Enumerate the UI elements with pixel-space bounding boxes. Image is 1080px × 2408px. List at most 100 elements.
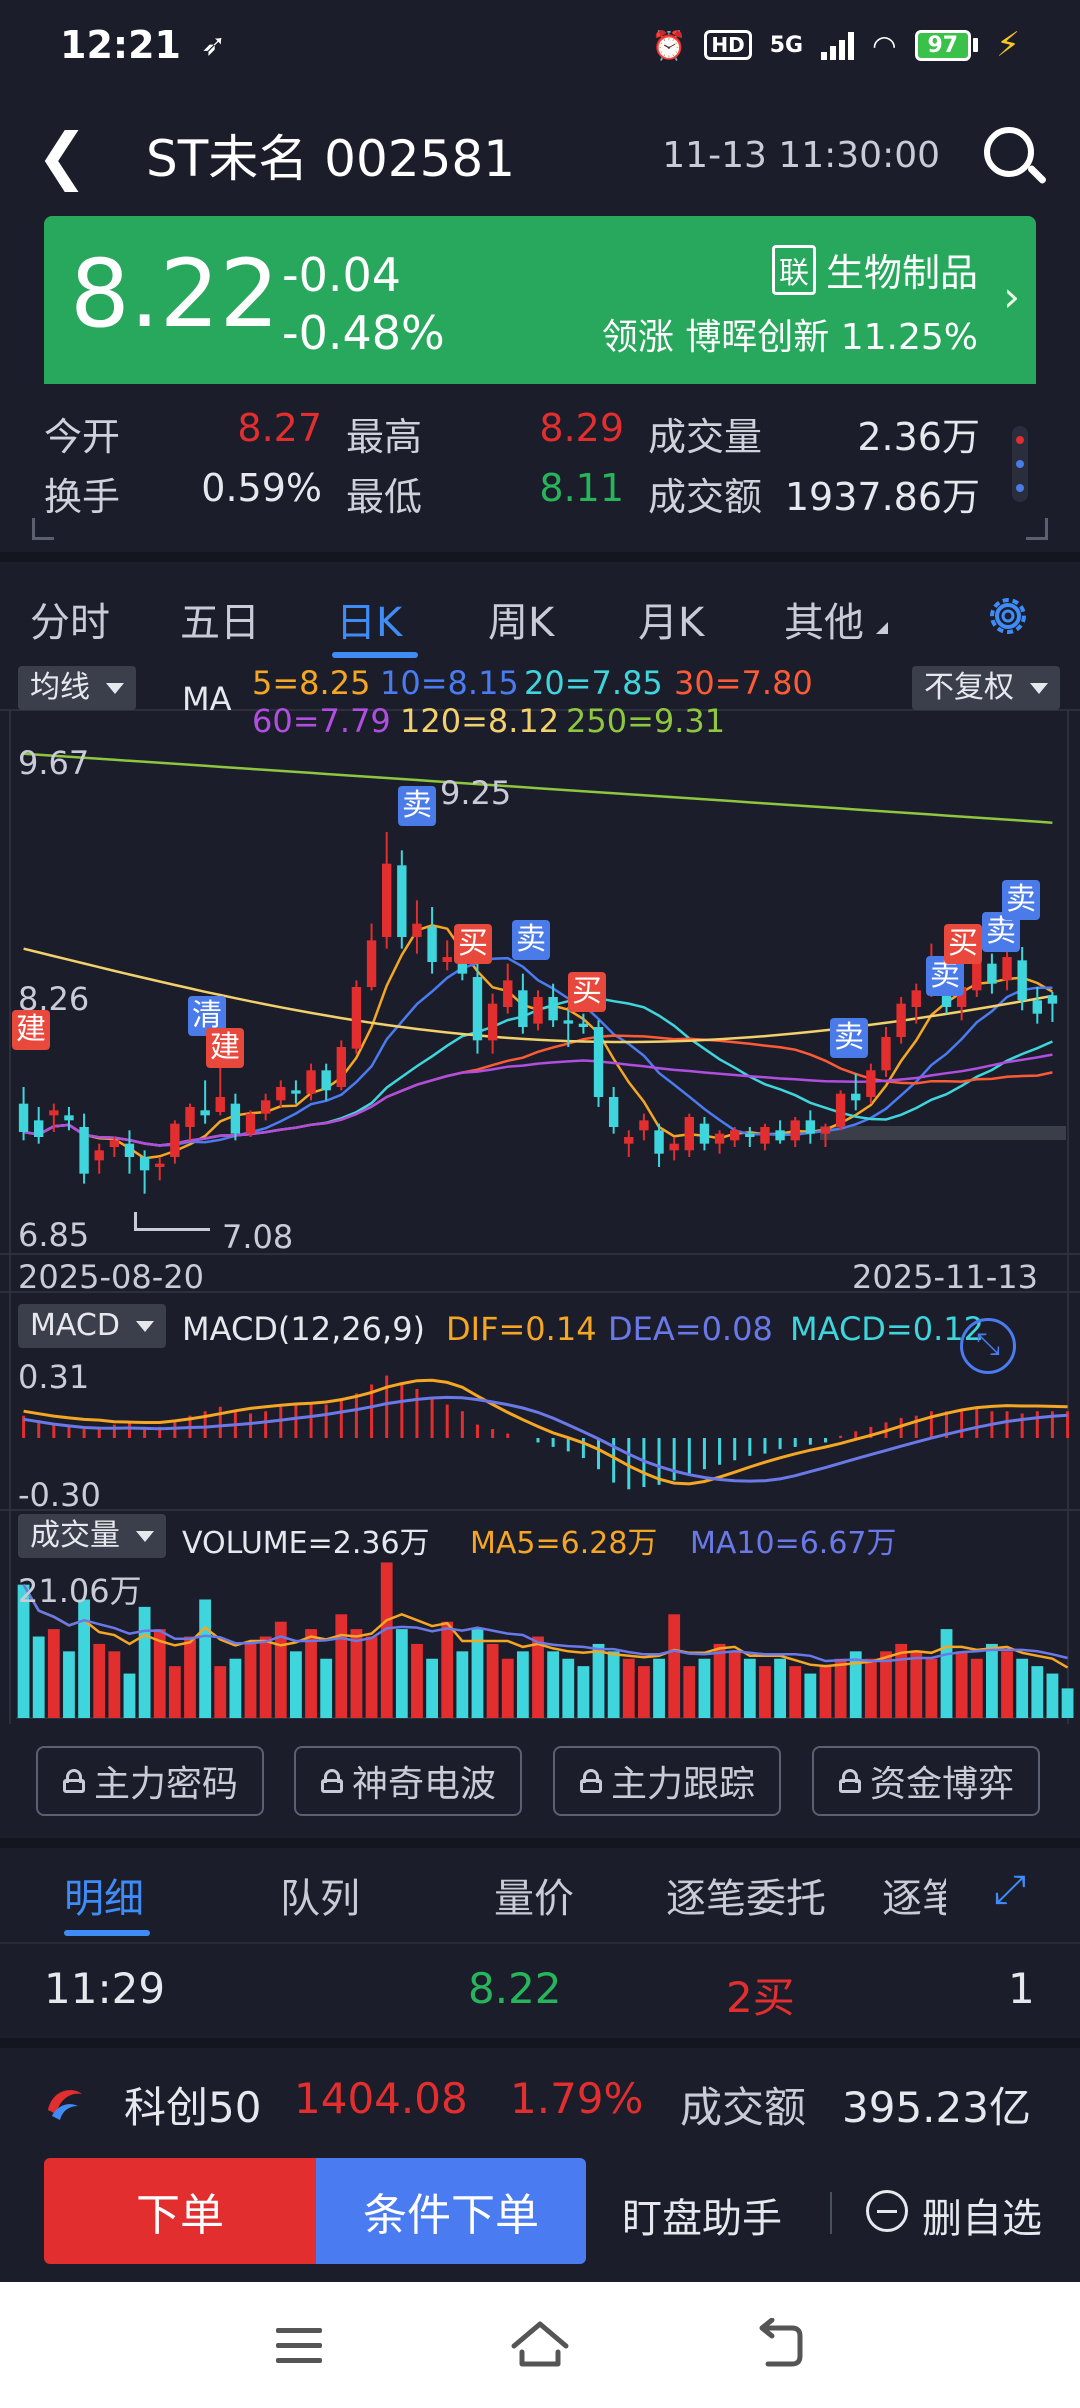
volume-bar [365, 1636, 378, 1718]
open-label: 今开 [44, 415, 121, 459]
feature-capital-game[interactable]: 资金博弈 [812, 1746, 1040, 1816]
remove-watchlist-button[interactable]: 删自选 [922, 2196, 1042, 2242]
lock-icon [579, 1769, 603, 1793]
macd-dropdown[interactable]: MACD [18, 1304, 166, 1348]
candle [1002, 957, 1012, 981]
remove-circle-icon[interactable] [866, 2190, 908, 2232]
conditional-order-button[interactable]: 条件下单 [316, 2158, 586, 2264]
candle [896, 1003, 906, 1037]
ma250-label: 250=9.31 [566, 702, 726, 740]
volume-bar [441, 1621, 454, 1718]
search-icon[interactable] [980, 123, 1048, 187]
macd-expand-icon[interactable]: ⤡ [960, 1318, 1016, 1374]
volume-bar [320, 1658, 333, 1718]
ma120-line [23, 947, 1053, 1044]
volume-bar [955, 1651, 968, 1718]
volume-bar [395, 1629, 408, 1718]
signal-sell: 卖 [1002, 880, 1040, 920]
index-value: 1404.08 [294, 2074, 468, 2123]
candle [139, 1157, 150, 1171]
lock-icon [320, 1769, 344, 1793]
tab-weekly-k[interactable]: 周K [488, 600, 555, 646]
candle [94, 1150, 104, 1161]
expand-icon[interactable]: ⤢ [994, 1867, 1026, 1913]
index-amount-label: 成交额 [680, 2083, 807, 2132]
ma120-label: 120=8.12 [400, 702, 560, 740]
candle [533, 997, 543, 1024]
place-order-button[interactable]: 下单 [44, 2158, 316, 2264]
high-label: 最高 [346, 415, 423, 459]
candle [18, 1103, 29, 1132]
tab-other[interactable]: 其他 [784, 600, 864, 646]
signal-sell: 卖 [512, 920, 550, 960]
kline-chart-svg[interactable] [0, 662, 1080, 1724]
tab-monthly-k[interactable]: 月K [638, 600, 705, 646]
trade-volume: 2买 [726, 1973, 795, 2022]
volume-dropdown[interactable]: 成交量 [18, 1514, 166, 1558]
corner-mark-left [32, 518, 54, 540]
tab-order-by-order[interactable]: 逐笔委托 [666, 1876, 826, 1922]
volume-bar [259, 1636, 272, 1718]
candle [245, 1113, 256, 1134]
candle [34, 1120, 44, 1137]
feature-magic-wave[interactable]: 神奇电波 [294, 1746, 522, 1816]
volume-bar [93, 1643, 106, 1718]
ma-dropdown[interactable]: 均线 [18, 666, 136, 710]
settings-gear-icon[interactable] [982, 590, 1034, 642]
tab-queue[interactable]: 队列 [280, 1876, 360, 1922]
tab-tick-by-tick[interactable]: 逐笔 [882, 1876, 946, 1922]
active-tab-indicator [332, 652, 418, 658]
charging-icon: ⚡ [996, 25, 1020, 65]
volume-bar [1001, 1651, 1013, 1718]
turnover-label: 换手 [44, 475, 121, 519]
candle [548, 997, 558, 1021]
back-icon[interactable] [754, 2318, 806, 2370]
chevron-right-icon[interactable]: › [1003, 272, 1020, 321]
ma5-label: 5=8.25 [252, 664, 371, 702]
feature-main-force-tracking[interactable]: 主力跟踪 [553, 1746, 781, 1816]
ma60-line [23, 1053, 1053, 1147]
date-end: 2025-11-13 [852, 1258, 1038, 1296]
trade-time: 11:29 [44, 1964, 166, 2013]
telegram-icon: ➶ [200, 27, 227, 63]
volume-bar [214, 1666, 227, 1718]
volume-bar [290, 1651, 302, 1718]
volume-label: 成交量 [648, 415, 763, 459]
candle [215, 1097, 225, 1112]
candle [881, 1037, 891, 1071]
candle [351, 987, 362, 1049]
candle [578, 1023, 589, 1027]
tab-detail[interactable]: 明细 [64, 1876, 144, 1922]
volume-bar [683, 1666, 696, 1718]
volume-bar [32, 1636, 45, 1718]
more-dots-icon[interactable] [1012, 426, 1028, 502]
watch-assistant-button[interactable]: 盯盘助手 [622, 2196, 782, 2242]
index-ticker[interactable]: 科创50 1404.08 1.79% 成交额 395.23亿 [0, 2058, 1080, 2144]
adjust-dropdown[interactable]: 不复权 [912, 666, 1060, 710]
sector-leader[interactable]: 领涨 博晖创新 11.25% [601, 317, 978, 358]
tab-five-day[interactable]: 五日 [180, 600, 260, 646]
home-icon[interactable] [508, 2316, 572, 2372]
candle [185, 1107, 195, 1127]
back-arrow-icon[interactable]: ❮ [36, 118, 88, 192]
candle [760, 1127, 770, 1144]
candle [366, 940, 377, 987]
ma20-label: 20=7.85 [524, 664, 663, 702]
y-axis-top: 9.67 [18, 744, 90, 782]
y-axis-bottom: 6.85 [18, 1216, 90, 1254]
volume-bar [804, 1673, 817, 1718]
menu-icon[interactable] [276, 2328, 322, 2364]
lock-icon [838, 1769, 862, 1793]
sector-link[interactable]: 联 生物制品 [771, 242, 978, 297]
tab-intraday[interactable]: 分时 [30, 600, 110, 646]
battery-icon: 97 [914, 29, 979, 61]
volume-bar [728, 1651, 741, 1718]
volume-bar [78, 1599, 90, 1718]
tab-volume-price[interactable]: 量价 [494, 1876, 574, 1922]
candle [1017, 960, 1027, 1001]
volume-bar [668, 1614, 681, 1718]
kline-chart-area[interactable]: 均线 MA 5=8.25 10=8.15 20=7.85 30=7.80 60=… [0, 662, 1080, 1724]
tab-daily-k[interactable]: 日K [336, 600, 403, 646]
feature-main-force-code[interactable]: 主力密码 [36, 1746, 264, 1816]
tab-other-caret-icon [876, 622, 888, 634]
